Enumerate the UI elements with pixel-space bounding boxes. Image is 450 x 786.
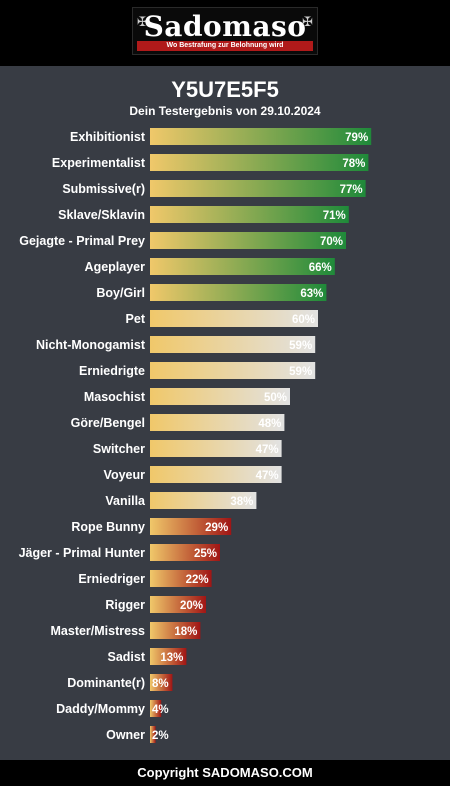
score-bar xyxy=(150,206,349,223)
score-bar xyxy=(150,492,257,509)
category-label: Owner xyxy=(106,728,145,742)
category-label: Erniedrigte xyxy=(79,364,145,378)
category-label: Ageplayer xyxy=(85,260,146,274)
site-header: ✠ Sadomaso ✠ Wo Bestrafung zur Belohnung… xyxy=(0,0,450,66)
score-bar xyxy=(150,440,282,457)
category-label: Boy/Girl xyxy=(96,286,145,300)
score-bar xyxy=(150,466,282,483)
category-label: Rigger xyxy=(105,598,145,612)
value-label: 47% xyxy=(256,444,279,456)
value-label: 77% xyxy=(340,184,363,196)
score-bar xyxy=(150,518,232,535)
value-label: 50% xyxy=(264,392,287,404)
score-bar xyxy=(150,726,156,743)
site-logo[interactable]: ✠ Sadomaso ✠ Wo Bestrafung zur Belohnung… xyxy=(132,7,318,55)
value-label: 20% xyxy=(180,600,203,612)
category-label: Exhibitionist xyxy=(70,130,146,144)
value-label: 78% xyxy=(342,158,365,170)
value-label: 8% xyxy=(152,678,169,690)
score-bar xyxy=(150,648,187,665)
value-label: 38% xyxy=(230,496,253,508)
footer: Copyright SADOMASO.COM xyxy=(0,760,450,786)
score-bar xyxy=(150,284,327,301)
value-label: 25% xyxy=(194,548,217,560)
result-subtitle: Dein Testergebnis von 29.10.2024 xyxy=(129,104,321,118)
category-label: Voyeur xyxy=(104,468,146,482)
score-bar xyxy=(150,700,162,717)
category-label: Sadist xyxy=(107,650,145,664)
result-title: Y5U7E5F5 xyxy=(171,77,279,102)
score-bar xyxy=(150,622,201,639)
value-label: 18% xyxy=(174,626,197,638)
category-label: Pet xyxy=(126,312,146,326)
logo-tagline: Wo Bestrafung zur Belohnung wird xyxy=(137,41,313,51)
category-label: Gejagte - Primal Prey xyxy=(19,234,145,248)
score-bar xyxy=(150,544,220,561)
category-label: Experimentalist xyxy=(52,156,146,170)
category-label: Switcher xyxy=(93,442,145,456)
value-label: 48% xyxy=(258,418,281,430)
value-label: 22% xyxy=(186,574,209,586)
score-bar xyxy=(150,180,366,197)
score-bar xyxy=(150,362,316,379)
category-label: Vanilla xyxy=(105,494,146,508)
ornament-icon: ✠ xyxy=(302,14,313,29)
value-label: 59% xyxy=(289,340,312,352)
value-label: 47% xyxy=(256,470,279,482)
results-bar-chart: Exhibitionist 79% Experimentalist 78% Submis… xyxy=(19,128,372,743)
value-label: 63% xyxy=(300,288,323,300)
score-bar xyxy=(150,310,318,327)
score-bar xyxy=(150,336,316,353)
logo-text: Sadomaso xyxy=(143,10,307,43)
value-label: 4% xyxy=(152,704,169,716)
score-bar xyxy=(150,258,335,275)
score-bar xyxy=(150,154,369,171)
category-label: Göre/Bengel xyxy=(71,416,145,430)
category-label: Erniedriger xyxy=(78,572,145,586)
category-label: Jäger - Primal Hunter xyxy=(19,546,146,560)
value-label: 59% xyxy=(289,366,312,378)
score-bar xyxy=(150,596,206,613)
score-bar xyxy=(150,414,285,431)
value-label: 66% xyxy=(309,262,332,274)
score-bar xyxy=(150,232,346,249)
score-bar xyxy=(150,570,212,587)
category-label: Sklave/Sklavin xyxy=(58,208,145,222)
category-label: Daddy/Mommy xyxy=(56,702,145,716)
value-label: 79% xyxy=(345,132,368,144)
category-label: Nicht-Monogamist xyxy=(36,338,146,352)
category-label: Masochist xyxy=(84,390,146,404)
score-bar xyxy=(150,674,173,691)
category-label: Rope Bunny xyxy=(71,520,145,534)
ornament-icon: ✠ xyxy=(137,14,148,29)
value-label: 13% xyxy=(160,652,183,664)
category-label: Master/Mistress xyxy=(51,624,146,638)
category-label: Dominante(r) xyxy=(67,676,145,690)
value-label: 60% xyxy=(292,314,315,326)
value-label: 29% xyxy=(205,522,228,534)
value-label: 71% xyxy=(323,210,346,222)
score-bar xyxy=(150,388,290,405)
value-label: 2% xyxy=(152,730,169,742)
value-label: 70% xyxy=(320,236,343,248)
score-bar xyxy=(150,128,372,145)
category-label: Submissive(r) xyxy=(62,182,145,196)
